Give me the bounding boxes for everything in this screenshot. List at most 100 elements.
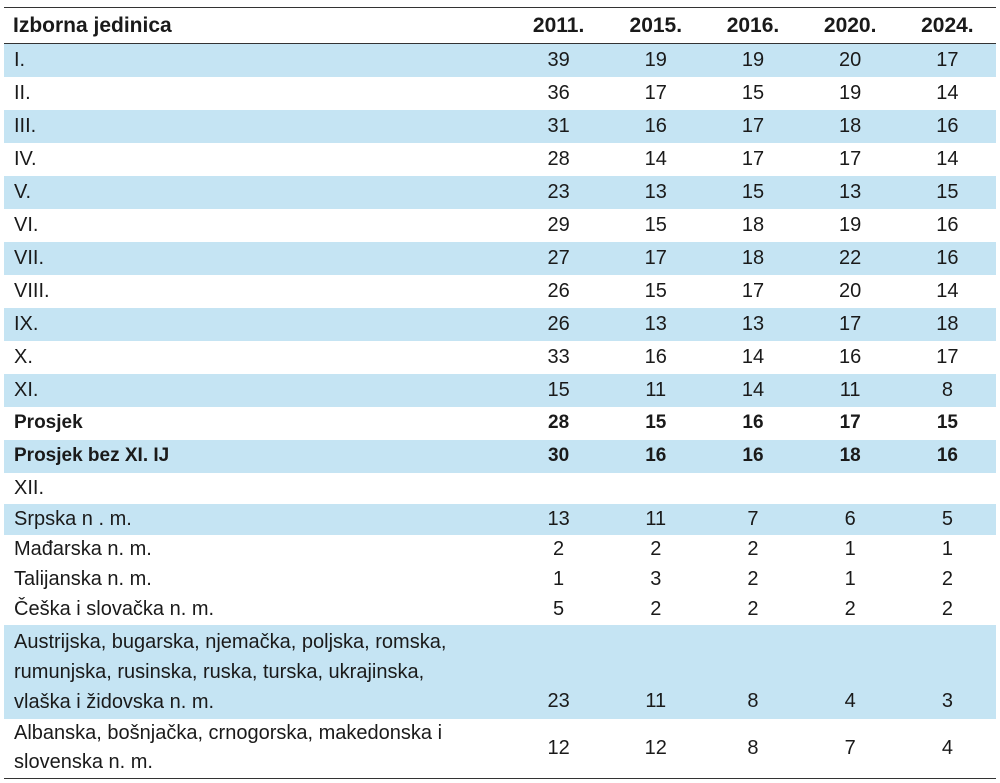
- table-row: Albanska, bošnjačka, crnogorska, makedon…: [4, 719, 996, 779]
- cell-2016: 16: [742, 445, 764, 466]
- cell-2024: 15: [936, 412, 958, 433]
- row-label: Prosjek: [14, 412, 83, 433]
- cell-2011: 36: [547, 81, 570, 104]
- cell-2015: 14: [644, 147, 667, 170]
- cell-2024: 5: [941, 507, 953, 530]
- table-row: Srpska n . m. 13 11 7 6 5: [4, 503, 996, 535]
- row-label: III.: [14, 114, 37, 137]
- table-row: XII.: [4, 473, 996, 504]
- cell-2015: 11: [645, 378, 667, 401]
- table-row: Talijanska n. m. 1 3 2 1 2: [4, 565, 996, 595]
- cell-2020: 13: [839, 180, 862, 203]
- header-izborna-jedinica: Izborna jedinica: [4, 7, 511, 44]
- cell-2011: 12: [547, 736, 570, 759]
- cell-2016: 17: [741, 114, 765, 137]
- row-label: IX.: [14, 312, 39, 335]
- cell-2015: [607, 473, 704, 504]
- cell-2020: 4: [844, 689, 856, 712]
- header-2015: 2015.: [607, 7, 705, 44]
- table-row: Mađarska n. m. 2 2 2 1 1: [4, 535, 996, 565]
- cell-2016: 15: [741, 81, 765, 104]
- cell-2015: 13: [644, 180, 667, 203]
- table-row: X. 33 16 14 16 17: [4, 341, 996, 374]
- cell-2024: 2: [941, 568, 953, 590]
- cell-2016: [704, 473, 801, 504]
- row-label: Češka i slovačka n. m.: [14, 598, 215, 620]
- row-label: Austrijska, bugarska, njemačka, poljska,…: [4, 625, 510, 719]
- cell-2015: 2: [650, 598, 662, 620]
- row-label: V.: [14, 180, 32, 203]
- cell-2024: [899, 473, 996, 504]
- cell-2020: 16: [839, 345, 862, 368]
- table-row: Češka i slovačka n. m. 5 2 2 2 2: [4, 595, 996, 625]
- cell-2020: 18: [839, 114, 862, 137]
- row-label: VIII.: [14, 279, 50, 302]
- cell-2024: 14: [936, 147, 959, 170]
- table-row: II. 36 17 15 19 14: [4, 77, 996, 110]
- header-2011: 2011.: [510, 7, 608, 44]
- cell-2011: 27: [547, 246, 570, 269]
- header-2024: 2024.: [898, 7, 996, 44]
- cell-2011: [510, 473, 607, 504]
- average-without-xi-row: Prosjek bez XI. IJ 30 16 16 18 16: [4, 439, 996, 473]
- cell-2011: 26: [547, 279, 570, 302]
- cell-2024: 16: [936, 246, 959, 269]
- cell-2011: 39: [547, 48, 570, 71]
- cell-2015: 15: [644, 279, 667, 302]
- cell-2015: 16: [645, 445, 667, 466]
- cell-2020: 19: [839, 81, 862, 104]
- cell-2016: 8: [747, 689, 759, 712]
- cell-2015: 16: [644, 345, 667, 368]
- row-label: VI.: [14, 213, 39, 236]
- row-label: IV.: [14, 147, 37, 170]
- header-row: Izborna jedinica 2011. 2015. 2016. 2020.…: [4, 7, 996, 44]
- header-2020: 2020.: [801, 7, 899, 44]
- row-label: II.: [14, 81, 31, 104]
- row-label: Albanska, bošnjačka, crnogorska, makedon…: [4, 719, 510, 779]
- cell-2020: 1: [844, 568, 856, 590]
- cell-2020: 20: [839, 48, 862, 71]
- cell-2015: 3: [650, 568, 662, 590]
- cell-2016: 17: [741, 147, 765, 170]
- cell-2024: 2: [941, 598, 953, 620]
- cell-2015: 15: [644, 213, 667, 236]
- results-table: Izborna jedinica 2011. 2015. 2016. 2020.…: [4, 7, 996, 779]
- row-label-line: vlaška i židovska n. m.: [14, 690, 215, 713]
- cell-2015: 13: [644, 312, 667, 335]
- table-row: Austrijska, bugarska, njemačka, poljska,…: [4, 624, 996, 719]
- cell-2020: 17: [839, 147, 862, 170]
- row-label: I.: [14, 48, 26, 71]
- cell-2011: 30: [548, 445, 570, 466]
- row-label: Talijanska n. m.: [14, 568, 152, 590]
- cell-2011: 29: [547, 213, 570, 236]
- cell-2011: 1: [553, 568, 565, 590]
- cell-2024: 15: [936, 180, 959, 203]
- row-label: VII.: [14, 246, 45, 269]
- cell-2020: 17: [839, 312, 862, 335]
- table-row: XI. 15 11 14 11 8: [4, 373, 996, 407]
- cell-2011: 31: [547, 114, 570, 137]
- row-label-line: Austrijska, bugarska, njemačka, poljska,…: [14, 630, 447, 653]
- row-label: Mađarska n. m.: [14, 538, 152, 560]
- table-row: VIII. 26 15 17 20 14: [4, 275, 996, 308]
- cell-2024: 4: [941, 736, 953, 759]
- cell-2024: 17: [936, 345, 959, 368]
- table-row: III. 31 16 17 18 16: [4, 109, 996, 143]
- cell-2020: 2: [844, 598, 856, 620]
- cell-2011: 23: [547, 180, 570, 203]
- cell-2020: [802, 473, 899, 504]
- header-2016: 2016.: [704, 7, 802, 44]
- row-label-line: Albanska, bošnjačka, crnogorska, makedon…: [14, 722, 443, 745]
- row-label: XII.: [14, 476, 45, 499]
- cell-2024: 16: [936, 213, 959, 236]
- cell-2011: 15: [547, 378, 570, 401]
- cell-2016: 18: [741, 246, 765, 269]
- row-label-line: rumunjska, rusinska, ruska, turska, ukra…: [14, 660, 425, 683]
- cell-2016: 7: [747, 507, 759, 530]
- table-row: I. 39 19 19 20 17: [4, 43, 996, 77]
- cell-2016: 15: [741, 180, 765, 203]
- cell-2011: 5: [553, 598, 565, 620]
- cell-2011: 28: [548, 412, 570, 433]
- cell-2024: 14: [936, 279, 959, 302]
